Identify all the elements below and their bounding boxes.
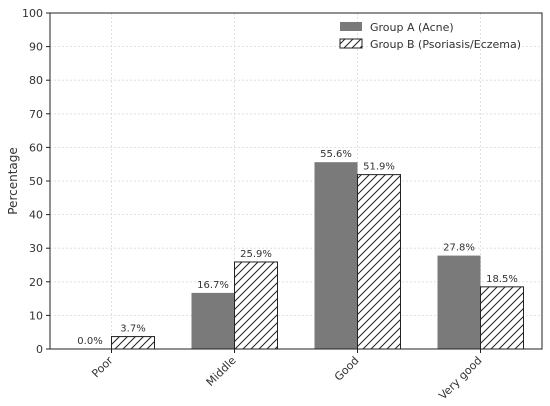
bars [111,162,524,350]
legend-label-1: Group A (Acne) [370,21,454,34]
y-tick-label: 10 [29,309,43,322]
bar-series-2-good [357,174,401,350]
y-axis-title: Percentage [6,147,20,215]
bar-series-1-middle [191,292,235,349]
y-tick-label: 20 [29,276,43,289]
x-tick-label: Middle [204,354,239,389]
bar-series-2-very-good [480,286,524,350]
y-tick-label: 40 [29,209,43,222]
data-label: 51.9% [363,162,395,173]
y-tick-label: 30 [29,242,43,255]
y-tick-label: 60 [29,141,43,154]
legend: Group A (Acne) Group B (Psoriasis/Eczema) [339,21,521,51]
legend-swatch-1 [340,22,362,31]
y-tick-label: 0 [36,343,43,356]
x-tick-label: Good [332,354,362,384]
x-tick-label: Very good [436,354,484,401]
bar-series-1-very-good [437,255,481,349]
y-tick-label: 50 [29,175,43,188]
data-label: 18.5% [486,274,518,285]
data-label: 0.0% [77,336,102,347]
data-label: 3.7% [120,324,145,335]
y-tick-label: 80 [29,74,43,87]
bar-series-2-poor [111,336,155,350]
bar-series-1-good [314,162,358,349]
data-label: 16.7% [197,280,229,291]
y-tick-label: 70 [29,108,43,121]
data-label: 55.6% [320,149,352,160]
bar-series-2-middle [234,261,278,350]
x-tick-label: Poor [89,354,116,381]
y-tick-label: 100 [22,7,43,20]
y-tick-label: 90 [29,41,43,54]
data-label: 27.8% [443,243,475,254]
legend-swatch-2 [339,38,363,49]
data-label: 25.9% [240,249,272,260]
data-labels: 0.0% 16.7% 55.6% 27.8% 3.7% 25.9% 51.9% 18.5% [77,149,518,347]
legend-label-2: Group B (Psoriasis/Eczema) [370,38,521,51]
